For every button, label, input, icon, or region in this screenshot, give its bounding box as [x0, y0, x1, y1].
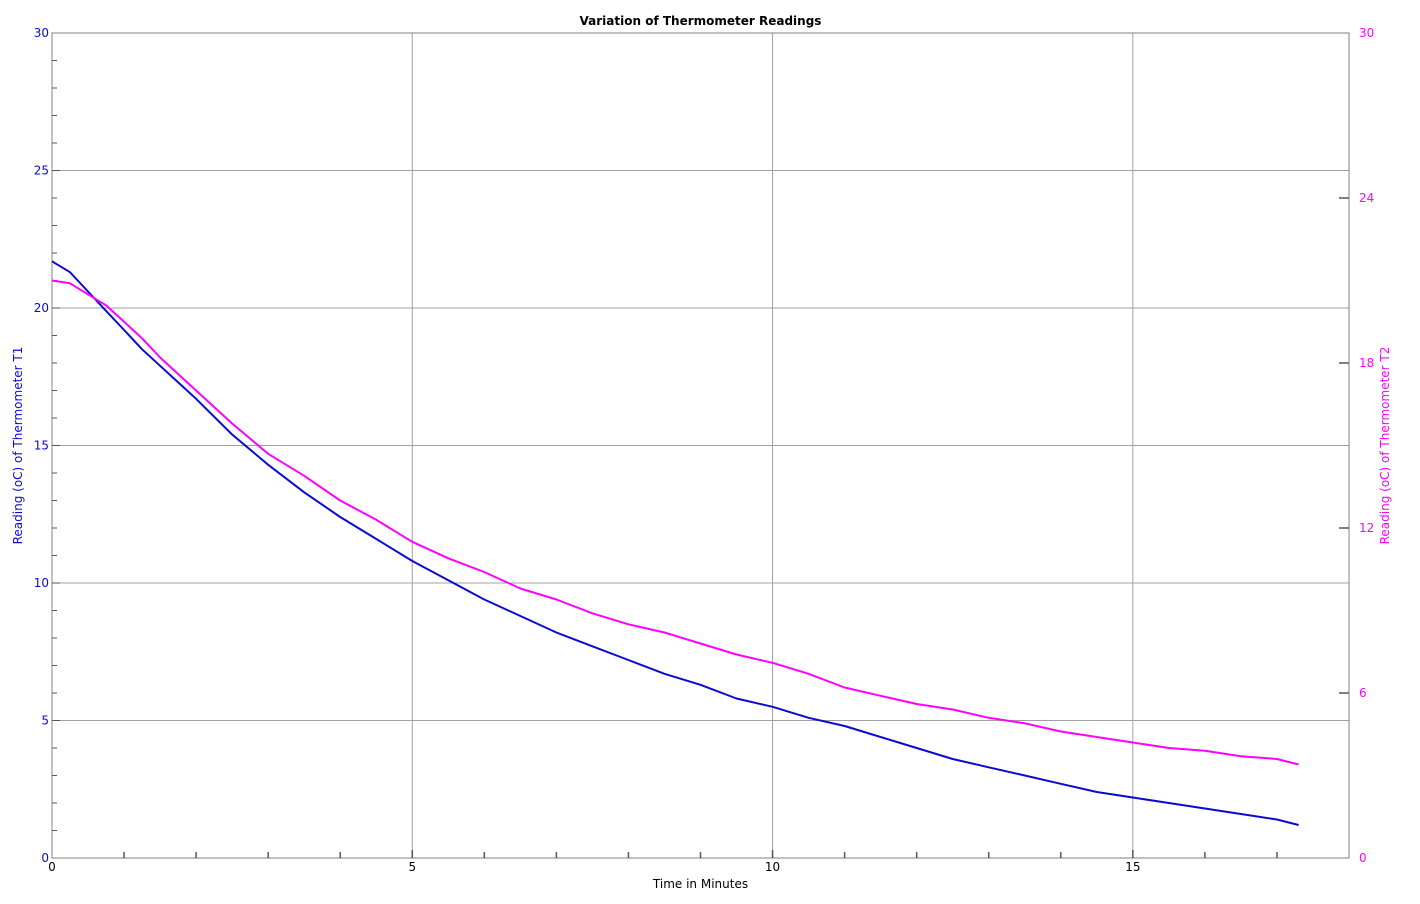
y-tick-label-left: 0	[41, 851, 49, 865]
x-tick-label: 5	[408, 860, 416, 874]
y-axis-title-left: Reading (oC) of Thermometer T1	[11, 347, 25, 545]
series-line-t1	[51, 260, 1299, 826]
y2-tick-label-right: 24	[1359, 191, 1374, 205]
y-tick-label-left: 25	[34, 164, 49, 178]
y-tick-label-left: 30	[34, 26, 49, 40]
y-axis-title-right: Reading (oC) of Thermometer T2	[1378, 347, 1392, 545]
y2-tick-label-right: 12	[1359, 521, 1374, 535]
x-tick-label: 0	[48, 860, 56, 874]
chart-title: Variation of Thermometer Readings	[580, 14, 822, 28]
grid-layer	[52, 33, 1349, 858]
y-tick-label-left: 5	[41, 714, 49, 728]
y2-tick-label-right: 18	[1359, 356, 1374, 370]
y-tick-label-left: 15	[34, 439, 49, 453]
x-tick-label: 15	[1125, 860, 1140, 874]
x-axis-title: Time in Minutes	[652, 877, 748, 891]
y-tick-label-left: 10	[34, 576, 49, 590]
x-tick-label: 10	[765, 860, 780, 874]
y2-tick-label-right: 6	[1359, 686, 1367, 700]
y2-tick-label-right: 0	[1359, 851, 1367, 865]
series-line-t2	[51, 279, 1299, 766]
y-tick-label-left: 20	[34, 301, 49, 315]
series-layer	[51, 260, 1299, 826]
y2-tick-label-right: 30	[1359, 26, 1374, 40]
ticks-layer: 0 5 10 15 0 5 10 15 20 25 30 0 6 12 18 24 30	[34, 26, 1375, 874]
